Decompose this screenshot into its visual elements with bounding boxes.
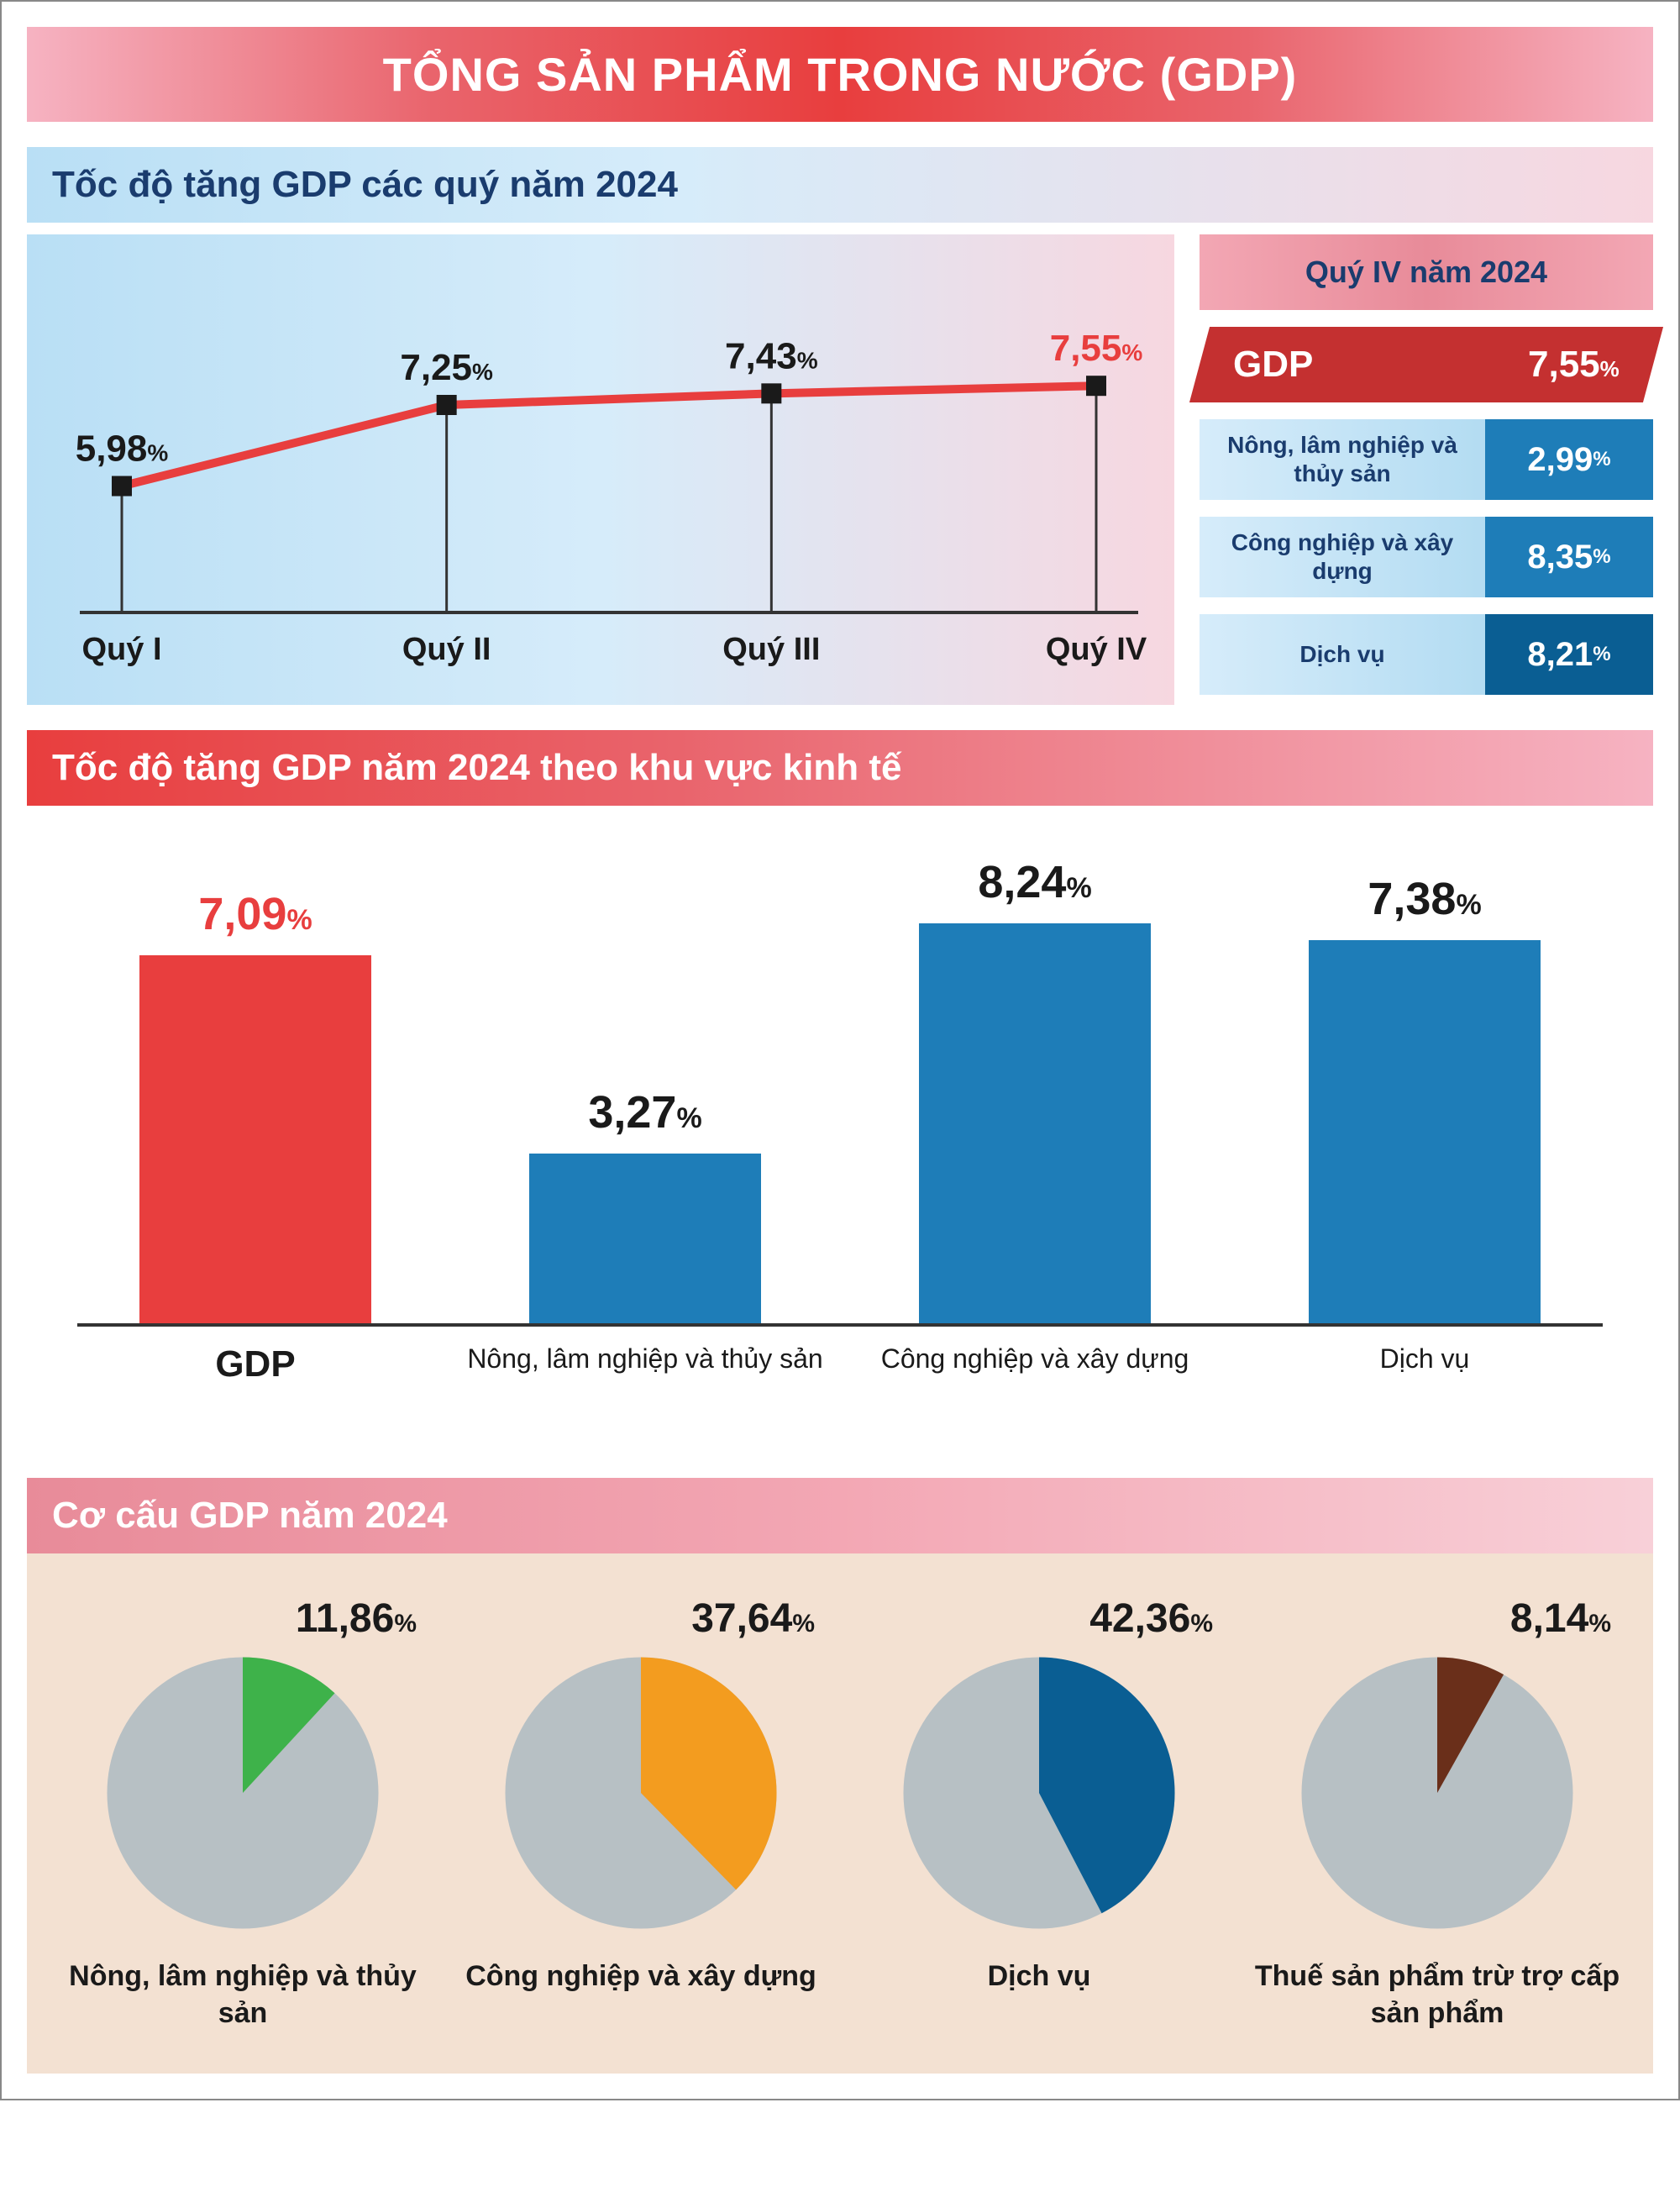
svg-text:Quý I: Quý I — [81, 632, 161, 667]
line-chart: 5,98% 7,25% 7,43% 7,55% Quý I Quý II Quý III Qu… — [27, 234, 1174, 705]
pie-chart — [100, 1650, 386, 1936]
side-item-value: 2,99% — [1485, 419, 1653, 500]
bar-col: 3,27% — [467, 856, 823, 1323]
bar-chart: 7,09% 3,27% 8,24% 7,38% GDP Nông, lâm nghiệp… — [27, 856, 1653, 1444]
section1-row: 5,98% 7,25% 7,43% 7,55% Quý I Quý II Quý III Qu… — [27, 234, 1653, 705]
side-item-label: Nông, lâm nghiệp và thủy sản — [1200, 419, 1485, 500]
svg-text:Quý III: Quý III — [722, 632, 820, 667]
bar-rect — [529, 1154, 761, 1323]
bar-label: Dịch vụ — [1247, 1343, 1603, 1385]
pie-value: 42,36% — [1089, 1595, 1213, 1642]
side-panel: Quý IV năm 2024 GDP 7,55% Nông, lâm nghi… — [1200, 234, 1653, 705]
page-title: TỔNG SẢN PHẨM TRONG NƯỚC (GDP) — [27, 27, 1653, 122]
svg-text:7,25%: 7,25% — [400, 347, 493, 388]
bar-col: 7,09% — [77, 856, 433, 1323]
pie-label: Nông, lâm nghiệp và thủy sản — [52, 1958, 433, 2032]
bar-value: 7,38% — [1368, 873, 1481, 925]
pie-value: 8,14% — [1510, 1595, 1611, 1642]
bar-value: 3,27% — [588, 1086, 701, 1138]
side-gdp-value: 7,55% — [1528, 344, 1620, 386]
pie-label: Công nghiệp và xây dựng — [465, 1958, 816, 1995]
side-item-label: Công nghiệp và xây dựng — [1200, 517, 1485, 597]
side-item: Công nghiệp và xây dựng8,35% — [1189, 517, 1664, 597]
side-item-value: 8,21% — [1485, 614, 1653, 695]
bar-label: GDP — [77, 1343, 433, 1385]
svg-text:7,55%: 7,55% — [1050, 328, 1143, 369]
bar-rect — [1309, 940, 1541, 1323]
bar-area: 7,09% 3,27% 8,24% 7,38% — [77, 856, 1603, 1327]
side-item: Dịch vụ8,21% — [1189, 614, 1664, 695]
section2-title: Tốc độ tăng GDP năm 2024 theo khu vực ki… — [27, 730, 1653, 806]
pie-col: 11,86% Nông, lâm nghiệp và thủy sản — [52, 1595, 433, 2032]
side-title: Quý IV năm 2024 — [1200, 234, 1653, 310]
bar-label: Nông, lâm nghiệp và thủy sản — [467, 1343, 823, 1385]
side-item-label: Dịch vụ — [1200, 614, 1485, 695]
svg-text:7,43%: 7,43% — [725, 335, 818, 376]
bar-label: Công nghiệp và xây dựng — [857, 1343, 1213, 1385]
svg-text:Quý II: Quý II — [402, 632, 491, 667]
bar-col: 7,38% — [1247, 856, 1603, 1323]
pie-chart — [1294, 1650, 1580, 1936]
bar-col: 8,24% — [857, 856, 1213, 1323]
bar-value: 8,24% — [978, 856, 1091, 908]
bar-rect — [139, 955, 371, 1323]
section3-title: Cơ cấu GDP năm 2024 — [27, 1478, 1653, 1553]
pies-box: 11,86%Nông, lâm nghiệp và thủy sản37,64%… — [27, 1553, 1653, 2074]
bar-rect — [919, 923, 1151, 1323]
bar-value: 7,09% — [198, 888, 312, 940]
pie-col: 37,64% Công nghiệp và xây dựng — [450, 1595, 832, 1995]
pie-chart — [896, 1650, 1182, 1936]
side-item: Nông, lâm nghiệp và thủy sản2,99% — [1189, 419, 1664, 500]
svg-text:5,98%: 5,98% — [76, 428, 169, 470]
pie-col: 8,14% Thuế sản phẩm trừ trợ cấp sản phẩm — [1247, 1595, 1628, 2032]
side-gdp-row: GDP 7,55% — [1189, 327, 1663, 402]
pie-value: 11,86% — [296, 1595, 417, 1642]
svg-text:Quý IV: Quý IV — [1046, 632, 1147, 667]
bar-labels: GDP Nông, lâm nghiệp và thủy sản Công nghi… — [77, 1343, 1603, 1385]
pie-chart — [498, 1650, 784, 1936]
pie-label: Dịch vụ — [988, 1958, 1091, 1995]
side-item-value: 8,35% — [1485, 517, 1653, 597]
section1-title: Tốc độ tăng GDP các quý năm 2024 — [27, 147, 1653, 223]
pie-col: 42,36% Dịch vụ — [848, 1595, 1230, 1995]
side-gdp-label: GDP — [1233, 344, 1313, 386]
gdp-infographic: TỔNG SẢN PHẨM TRONG NƯỚC (GDP) Tốc độ tă… — [0, 0, 1680, 2100]
line-chart-svg: 5,98% 7,25% 7,43% 7,55% Quý I Quý II Quý III Qu… — [27, 234, 1174, 705]
pie-label: Thuế sản phẩm trừ trợ cấp sản phẩm — [1247, 1958, 1628, 2032]
pie-value: 37,64% — [691, 1595, 815, 1642]
